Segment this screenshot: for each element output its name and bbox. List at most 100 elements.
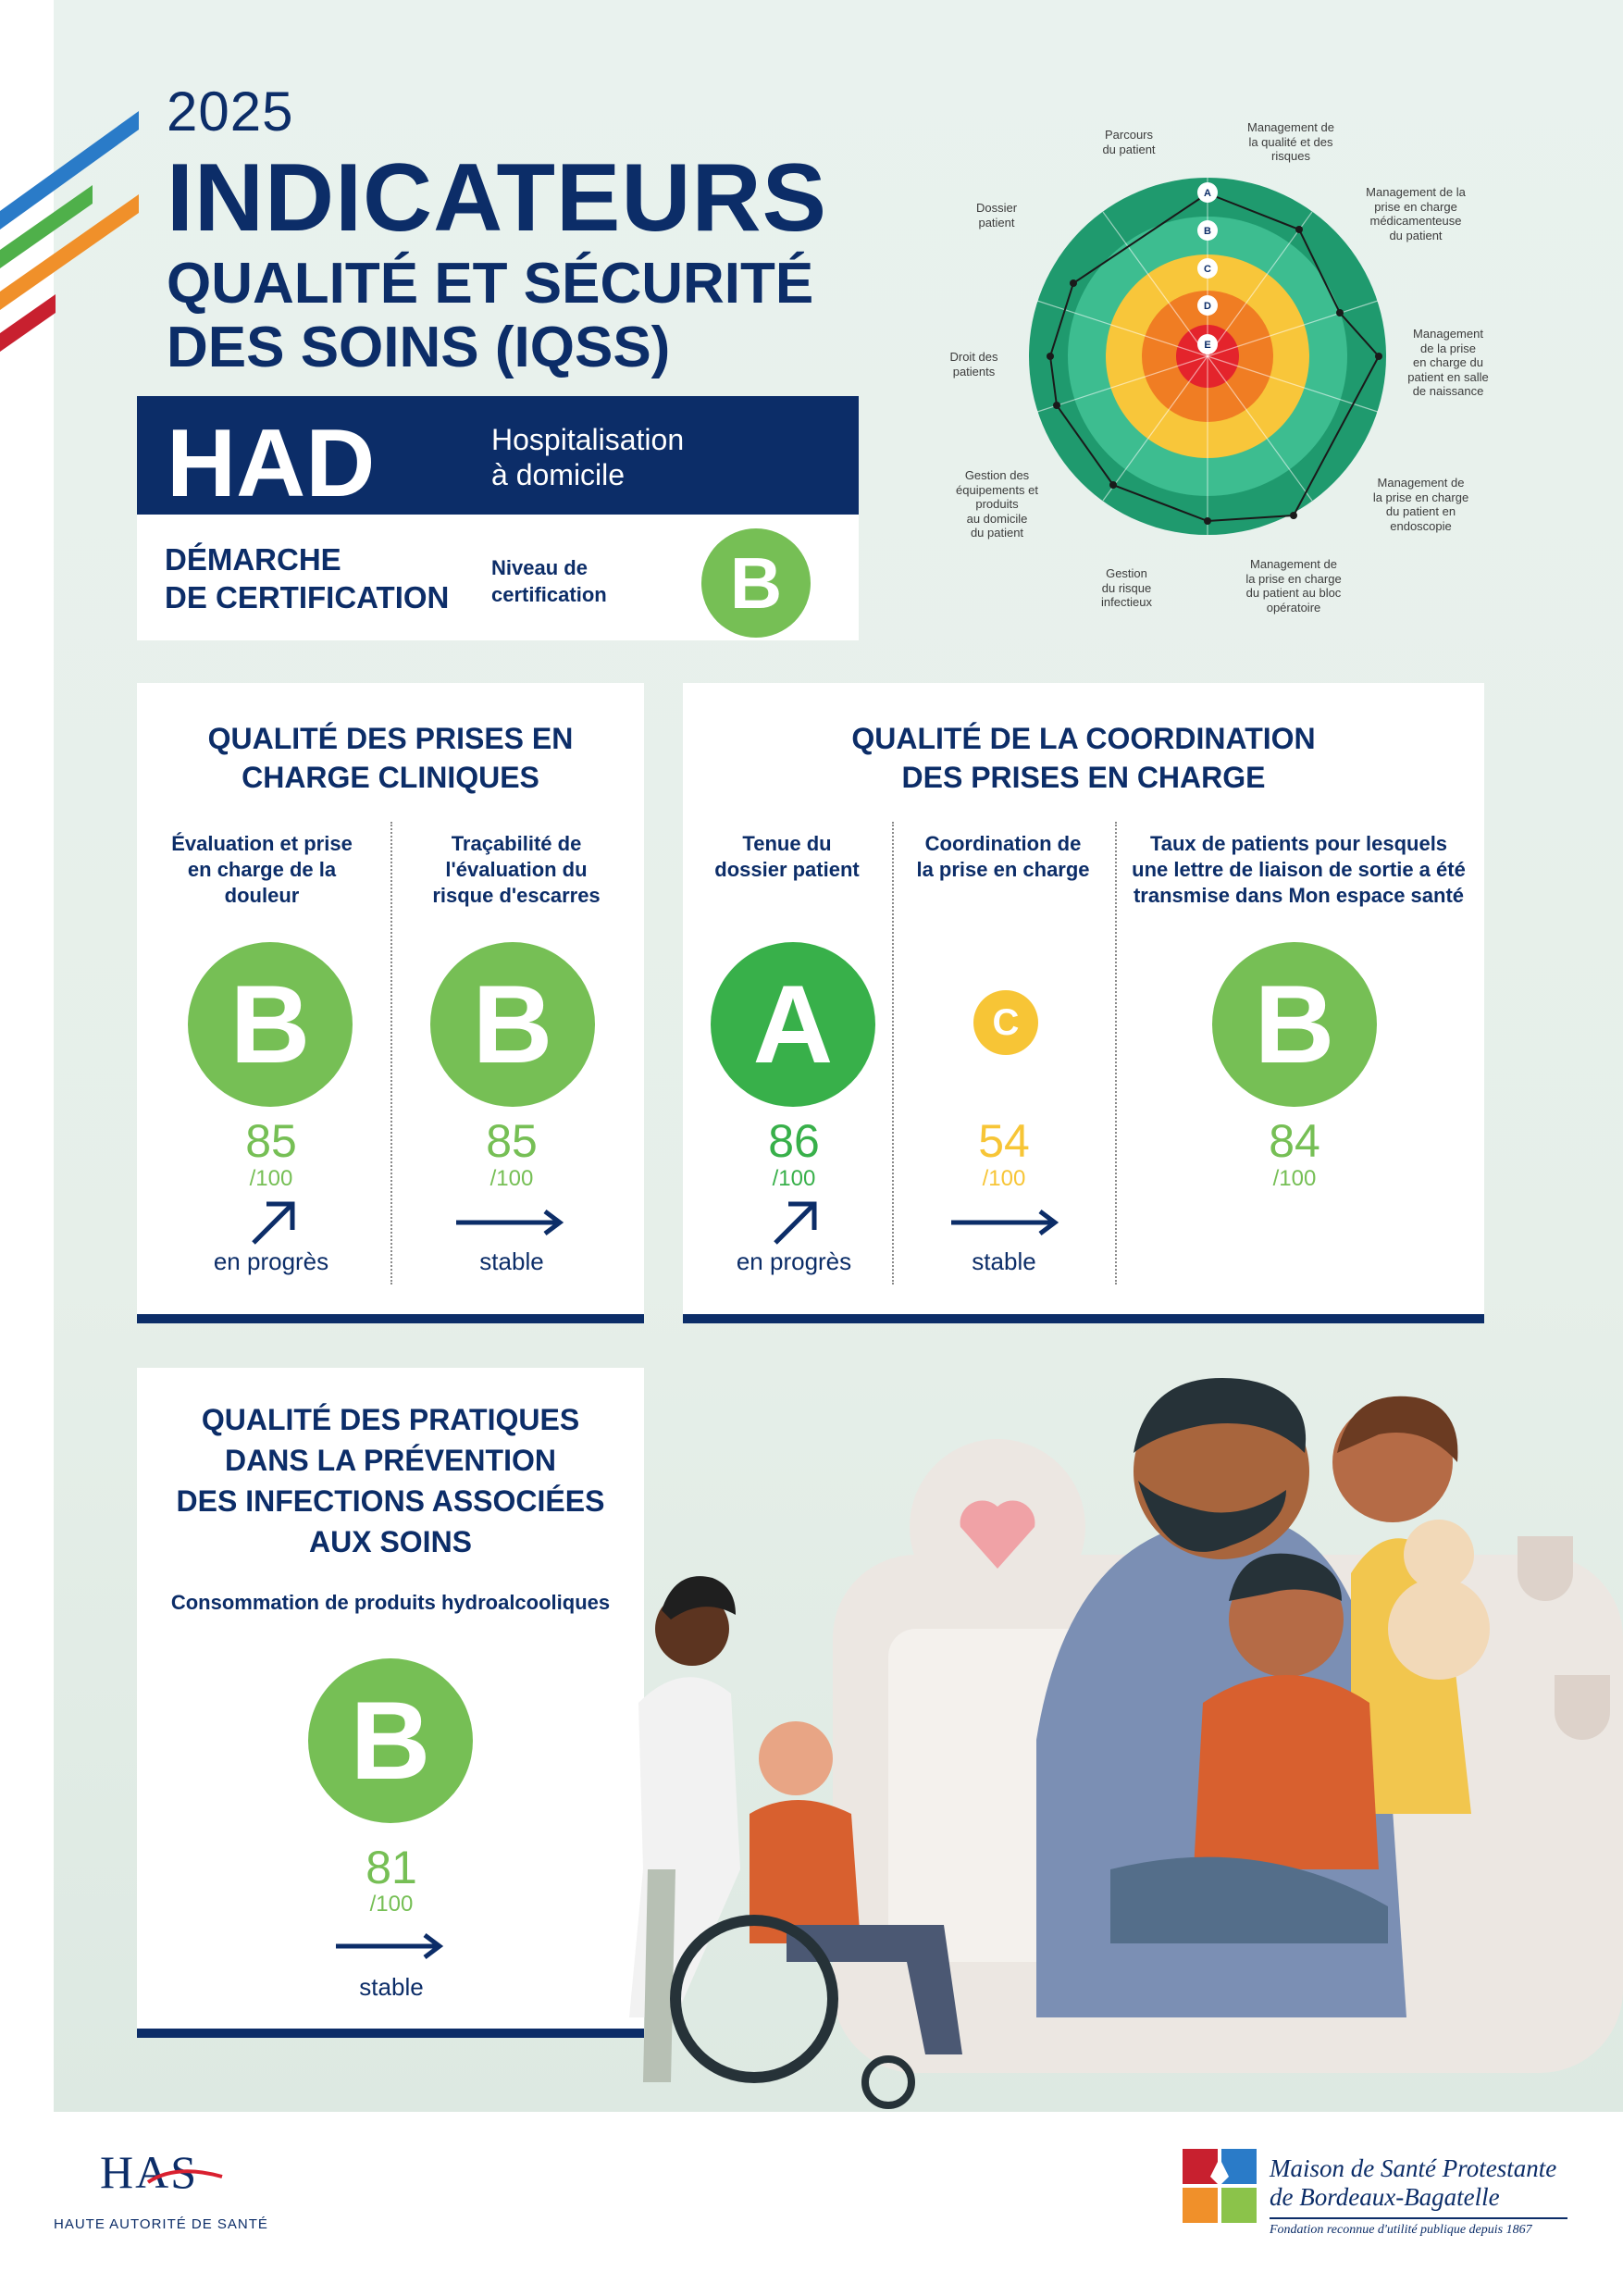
rl: de naissance bbox=[1412, 384, 1484, 399]
had-description: Hospitalisation à domicile bbox=[491, 422, 684, 493]
certification-title: DÉMARCHE DE CERTIFICATION bbox=[165, 540, 449, 617]
rl: Droit des bbox=[949, 350, 998, 364]
trend-stable-icon bbox=[951, 1210, 1059, 1235]
org-tagline: Fondation reconnue d'utilité publique de… bbox=[1270, 2223, 1532, 2237]
hydroalcooliques-denom: /100 bbox=[369, 1892, 414, 1917]
rl: Management de la bbox=[1366, 185, 1466, 199]
lbl: dossier patient bbox=[714, 858, 860, 882]
rl: patients bbox=[952, 364, 996, 379]
coordination-denom: /100 bbox=[982, 1166, 1026, 1191]
divider bbox=[390, 822, 392, 1285]
rl: Management de bbox=[1250, 557, 1337, 571]
rl: de la prise bbox=[1420, 341, 1476, 355]
certification-level-label: Niveau de certification bbox=[491, 555, 607, 608]
rl: du patient au bloc bbox=[1245, 586, 1342, 601]
page-subtitle: QUALITÉ ET SÉCURITÉ DES SOINS (IQSS) bbox=[167, 252, 813, 380]
lettre-liaison-grade-badge: B bbox=[1212, 942, 1377, 1107]
dossier-trend: en progrès bbox=[736, 1247, 852, 1275]
rl: endoscopie bbox=[1390, 518, 1452, 533]
rl: Management de bbox=[1247, 120, 1334, 134]
wheelchair-icon bbox=[670, 1915, 838, 2083]
heart-icon bbox=[960, 1500, 1035, 1569]
year: 2025 bbox=[167, 81, 294, 143]
lbl: une lettre de liaison de sortie a été bbox=[1132, 858, 1466, 882]
escarres-denom: /100 bbox=[489, 1166, 534, 1191]
rl: Management bbox=[1413, 327, 1483, 341]
radar-label-naissance: Management de la prise en charge du patient… bbox=[1393, 327, 1504, 399]
rl: patient en salle bbox=[1407, 369, 1489, 384]
elderly-patient-figure bbox=[750, 1800, 861, 1943]
coordination-label: Coordination de la prise en charge bbox=[901, 831, 1105, 883]
radar-label-endoscopie: Management de la prise en charge du patien… bbox=[1358, 476, 1483, 533]
org-name-line-2: de Bordeaux-Bagatelle bbox=[1270, 2183, 1500, 2212]
has-logo: HAS bbox=[100, 2146, 223, 2198]
decorative-stripes bbox=[0, 111, 139, 352]
teddy-bear-icon bbox=[1388, 1578, 1490, 1680]
rl: Management de bbox=[1377, 476, 1465, 490]
escarres-grade-badge: B bbox=[430, 942, 595, 1107]
hydroalcooliques-label: Consommation de produits hydroalcoolique… bbox=[170, 1591, 611, 1614]
family-care-illustration bbox=[629, 1378, 1623, 2109]
escarres-label: Traçabilité de l'évaluation du risque d'es… bbox=[405, 831, 627, 909]
radar-chart: A B C D E bbox=[1029, 178, 1386, 535]
cert-level-line-2: certification bbox=[491, 582, 607, 606]
rl: du patient bbox=[970, 526, 1024, 540]
rl: du patient bbox=[1102, 142, 1156, 156]
trend-up-icon bbox=[774, 1201, 817, 1245]
radar-label-droit: Droit des patients bbox=[935, 350, 1013, 379]
lbl: Évaluation et prise bbox=[171, 832, 353, 855]
escarres-score: 85 bbox=[486, 1115, 538, 1167]
trend-up-icon bbox=[252, 1201, 295, 1245]
dossier-denom: /100 bbox=[772, 1166, 816, 1191]
lbl: la prise en charge bbox=[916, 858, 1090, 882]
clinique-title-line-1: QUALITÉ DES PRISES EN bbox=[207, 722, 574, 755]
org-logo bbox=[1183, 2149, 1257, 2223]
prev-title-line: DES INFECTIONS ASSOCIÉES bbox=[176, 1484, 605, 1519]
dossier-grade-badge: A bbox=[711, 942, 875, 1107]
had-desc-line-2: à domicile bbox=[491, 458, 626, 492]
rl: médicamenteuse bbox=[1369, 214, 1462, 229]
card-coordination: QUALITÉ DE LA COORDINATION DES PRISES EN… bbox=[683, 683, 1484, 1323]
cert-level-line-1: Niveau de bbox=[491, 556, 588, 579]
rl: Gestion bbox=[1106, 566, 1147, 580]
lettre-liaison-score: 84 bbox=[1269, 1115, 1320, 1167]
coordination-trend: stable bbox=[972, 1247, 1036, 1275]
lbl: Taux de patients pour lesquels bbox=[1149, 832, 1448, 855]
certification-grade-badge: B bbox=[701, 528, 811, 638]
divider bbox=[1115, 822, 1117, 1285]
rl: Dossier bbox=[975, 201, 1018, 215]
radar-label-infectieux: Gestion du risque infectieux bbox=[1083, 566, 1171, 610]
rl: risques bbox=[1271, 149, 1310, 164]
had-label: HAD bbox=[167, 410, 376, 517]
rl: du patient en bbox=[1385, 504, 1456, 519]
douleur-trend: en progrès bbox=[213, 1247, 329, 1275]
trend-stable-icon bbox=[456, 1210, 564, 1235]
lbl: Traçabilité de bbox=[451, 832, 582, 855]
hydroalcooliques-trend: stable bbox=[359, 1973, 424, 2001]
prev-title-line: DANS LA PRÉVENTION bbox=[225, 1444, 556, 1478]
boy-figure bbox=[1194, 1675, 1379, 1869]
rl: équipements et bbox=[956, 482, 1038, 497]
has-name: HAUTE AUTORITÉ DE SANTÉ bbox=[54, 2216, 268, 2232]
douleur-grade-badge: B bbox=[188, 942, 353, 1107]
prev-title-line: QUALITÉ DES PRATIQUES bbox=[201, 1403, 580, 1436]
hydroalcooliques-score: 81 bbox=[365, 1842, 417, 1893]
had-desc-line-1: Hospitalisation bbox=[491, 423, 685, 456]
coordination-title: QUALITÉ DE LA COORDINATION DES PRISES EN… bbox=[683, 720, 1484, 797]
radar-label-qualite: Management de la qualité et des risques bbox=[1231, 120, 1351, 164]
clinique-title: QUALITÉ DES PRISES EN CHARGE CLINIQUES bbox=[137, 720, 644, 797]
rl: produits bbox=[975, 497, 1019, 512]
radar-label-parcours: Parcours du patient bbox=[1078, 128, 1180, 156]
rl: opératoire bbox=[1266, 600, 1321, 614]
trend-stable-icon bbox=[336, 1933, 444, 1959]
escarres-trend: stable bbox=[479, 1247, 544, 1275]
lbl: risque d'escarres bbox=[432, 884, 601, 908]
rl: du patient bbox=[1389, 228, 1443, 242]
rl: la qualité et des bbox=[1248, 134, 1333, 149]
douleur-denom: /100 bbox=[249, 1166, 293, 1191]
rl: Gestion des bbox=[964, 468, 1030, 482]
rl: en charge du bbox=[1413, 355, 1483, 370]
ring-label-d: D bbox=[1204, 301, 1211, 312]
org-name: Maison de Santé Protestante de Bordeaux-… bbox=[1270, 2154, 1556, 2212]
rl: prise en charge bbox=[1374, 199, 1457, 214]
